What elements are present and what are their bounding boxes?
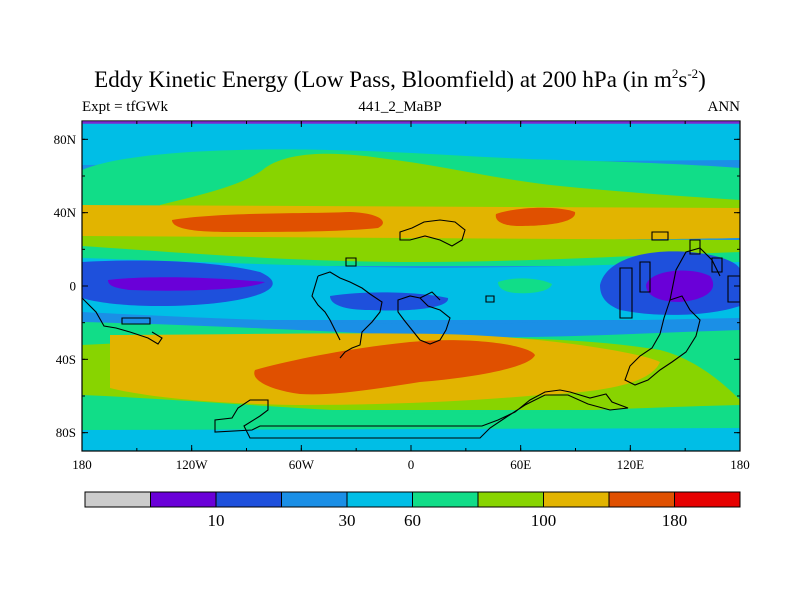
colorbar-swatch xyxy=(412,491,479,508)
colorbar-swatch xyxy=(674,491,741,508)
colorbar-swatch xyxy=(150,491,217,508)
lon-tick-label: 180 xyxy=(72,457,92,472)
lat-tick-label: 80S xyxy=(56,425,76,440)
colorbar: 10 30 60 100 180 xyxy=(84,491,741,530)
colorbar-label: 30 xyxy=(339,511,356,530)
contour-region xyxy=(330,292,449,311)
lon-tick-label: 180 xyxy=(730,457,750,472)
contour-region xyxy=(82,246,740,266)
season-label: ANN xyxy=(707,99,741,115)
contour-region xyxy=(82,236,740,262)
contour-region xyxy=(498,278,552,294)
colorbar-label: 100 xyxy=(531,511,557,530)
contour-region xyxy=(82,395,740,430)
lat-tick-label: 40S xyxy=(56,352,76,367)
lon-tick-label: 0 xyxy=(408,457,415,472)
colorbar-swatch xyxy=(84,491,151,508)
colorbar-swatch xyxy=(543,491,610,508)
longitude-axis: 180 120W 60W 0 60E 120E 180 xyxy=(72,121,750,472)
contour-region xyxy=(254,340,535,395)
plot-title: Eddy Kinetic Energy (Low Pass, Bloomfiel… xyxy=(94,66,706,92)
colorbar-label: 60 xyxy=(404,511,421,530)
colorbar-swatch xyxy=(477,491,544,508)
colorbar-swatch xyxy=(281,491,348,508)
latitude-axis: 80N 40N 0 40S 80S xyxy=(54,132,740,440)
colorbar-label: 180 xyxy=(662,511,688,530)
lon-tick-label: 60W xyxy=(289,457,315,472)
contour-region xyxy=(172,212,383,232)
lon-tick-label: 120W xyxy=(176,457,209,472)
colorbar-swatch xyxy=(215,491,282,508)
map-contour-field xyxy=(82,121,740,451)
lat-tick-label: 40N xyxy=(54,205,77,220)
experiment-label: Expt = tfGWk xyxy=(82,99,168,115)
contour-region xyxy=(495,207,576,226)
contour-region xyxy=(108,277,265,291)
lat-tick-label: 80N xyxy=(54,132,77,147)
colorbar-swatch xyxy=(608,491,675,508)
run-label: 441_2_MaBP xyxy=(358,99,442,115)
coastline xyxy=(82,219,740,439)
colorbar-label: 10 xyxy=(208,511,225,530)
contour-region xyxy=(82,428,740,451)
lat-tick-label: 0 xyxy=(70,279,77,294)
lon-tick-label: 120E xyxy=(617,457,645,472)
colorbar-swatch xyxy=(346,491,413,508)
contour-region xyxy=(646,270,714,302)
lon-tick-label: 60E xyxy=(510,457,531,472)
